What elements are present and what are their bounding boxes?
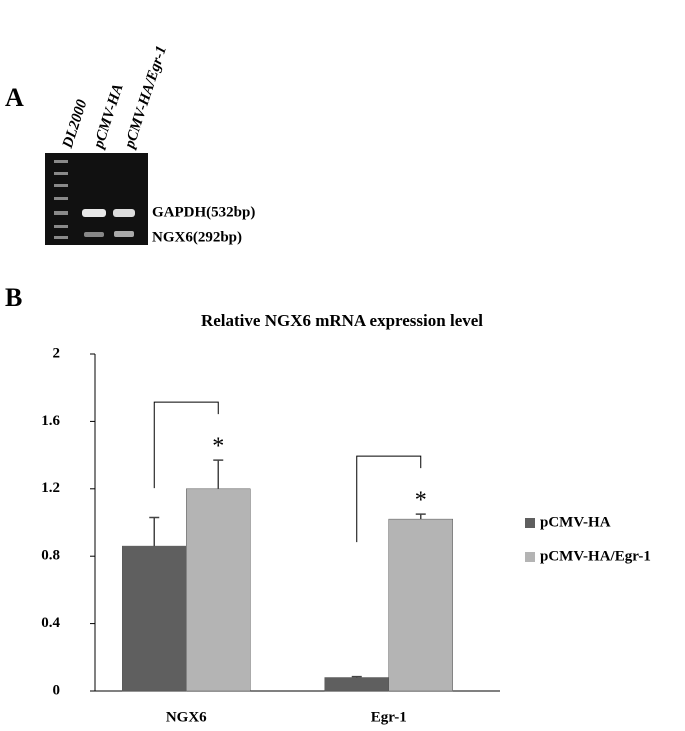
- band: [84, 232, 104, 237]
- y-tick-label: 0: [53, 682, 61, 698]
- x-tick-label: NGX6: [166, 709, 207, 725]
- y-tick-label: 0.8: [41, 548, 60, 564]
- band: [113, 209, 135, 217]
- ladder: [54, 160, 68, 239]
- legend-swatch: [525, 552, 535, 562]
- error-bar: [213, 459, 224, 489]
- panel-label: B: [5, 283, 22, 312]
- chart-title: Relative NGX6 mRNA expression level: [201, 311, 483, 330]
- y-tick-label: 1.6: [41, 413, 60, 429]
- error-bar: [351, 675, 362, 678]
- x-tick-label: Egr-1: [371, 709, 407, 725]
- y-tick-label: 2: [53, 345, 61, 361]
- y-tick-label: 0.4: [41, 615, 60, 631]
- significance-bracket: [356, 455, 422, 543]
- annotation: *: [415, 488, 427, 514]
- lane-label: DL2000: [60, 97, 91, 151]
- error-bar: [415, 513, 426, 520]
- legend-label: pCMV-HA: [540, 514, 611, 530]
- y-tick-label: 1.2: [41, 480, 60, 496]
- legend-swatch: [525, 518, 535, 528]
- band: [82, 209, 106, 217]
- gel: [45, 153, 148, 245]
- bar: [324, 677, 389, 692]
- legend-label: pCMV-HA/Egr-1: [540, 548, 651, 564]
- lane-label: pCMV-HA/Egr-1: [121, 44, 170, 152]
- band-label: NGX6(292bp): [152, 229, 242, 245]
- lane-label: pCMV-HA: [90, 82, 126, 152]
- error-bar: [149, 516, 160, 547]
- band-label: GAPDH(532bp): [152, 204, 255, 220]
- bar: [122, 545, 187, 692]
- significance-bracket: [153, 401, 219, 489]
- annotation: *: [212, 434, 224, 460]
- band: [114, 231, 134, 237]
- bar: [186, 488, 251, 692]
- panel-label: A: [5, 83, 24, 112]
- bar: [388, 518, 453, 692]
